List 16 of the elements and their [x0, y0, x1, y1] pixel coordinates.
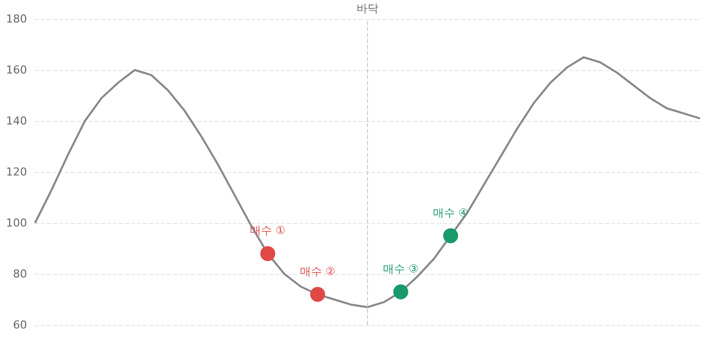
text: 바닥	[356, 2, 378, 15]
data-label: 매수 ②	[300, 264, 336, 278]
y-tick-label: 120	[6, 166, 27, 178]
y-tick-label: 60	[13, 318, 27, 332]
y-tick-label: 160	[6, 64, 27, 76]
point	[443, 228, 458, 244]
line-series	[34, 56, 701, 308]
y-tick-label: 80	[13, 268, 27, 280]
point	[260, 246, 276, 262]
point	[393, 284, 408, 300]
data-label: 매수 ④	[432, 206, 468, 220]
data-label: 매수 ③	[383, 262, 419, 276]
y-tick-label: 140	[6, 114, 27, 128]
y-tick-label: 180	[6, 12, 27, 26]
y-tick-label: 100	[6, 216, 27, 230]
point	[310, 286, 326, 302]
